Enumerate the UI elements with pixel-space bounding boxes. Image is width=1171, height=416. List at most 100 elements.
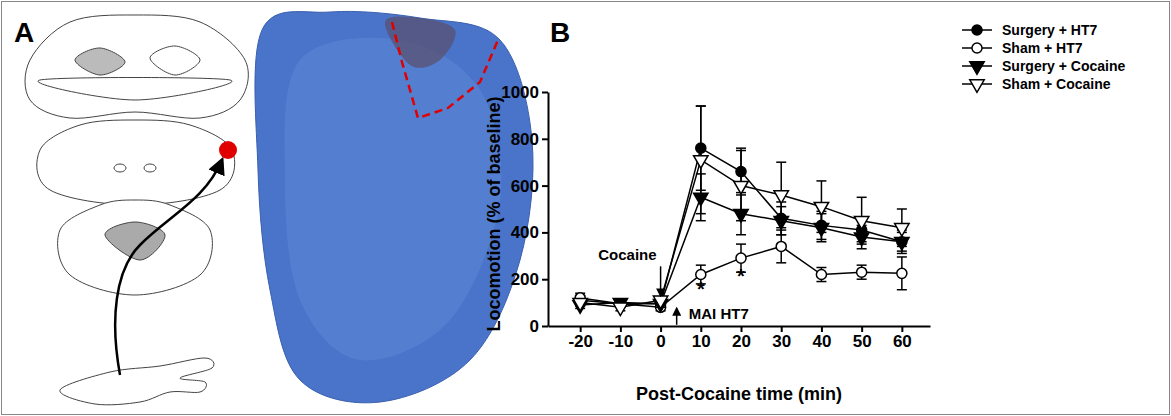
legend-label: Surgery + HT7	[1002, 22, 1098, 38]
marker	[897, 268, 907, 278]
error-bar	[857, 265, 867, 279]
tick-label: 0	[656, 332, 665, 351]
tick: -20	[568, 326, 593, 351]
legend-entry: Surgery + HT7	[962, 22, 1098, 38]
legend-symbol	[970, 80, 984, 92]
error-bar	[897, 257, 907, 290]
marker	[776, 241, 786, 251]
error-bar-cap	[897, 208, 907, 210]
brain-section	[37, 120, 235, 205]
error-bar-cap	[736, 220, 746, 222]
error-bar-cap	[696, 105, 706, 107]
error-bar-cap	[816, 267, 826, 269]
error-bar-cap	[897, 253, 907, 255]
brain-region	[114, 164, 126, 172]
marker	[734, 181, 748, 193]
brain-section	[58, 200, 213, 295]
figure-frame	[2, 2, 1170, 415]
data-point	[814, 202, 828, 214]
error-bar-cap	[776, 234, 786, 236]
tick-label: 20	[732, 332, 751, 351]
legend-entry: Sham + HT7	[962, 40, 1083, 56]
annotation: *	[697, 278, 705, 300]
pathway-arrow	[115, 160, 222, 375]
data-point	[895, 224, 909, 236]
panel-label: B	[550, 17, 570, 48]
error-bar-cap	[897, 246, 907, 248]
data-point	[694, 156, 708, 168]
plot-area	[573, 106, 909, 316]
brain-section	[25, 15, 248, 118]
data-point	[774, 191, 788, 203]
legend-label: Sham + Cocaine	[1002, 76, 1111, 92]
tick-label: 10	[692, 332, 711, 351]
tick: 10	[692, 326, 711, 351]
legend-marker	[970, 62, 984, 74]
tick: 0	[530, 317, 548, 336]
legend: Surgery + HT7 Sham + HT7 Surgery + Cocaine…	[962, 22, 1126, 92]
error-bar-cap	[736, 147, 746, 149]
panel-a: A	[14, 11, 533, 404]
tick: 40	[812, 326, 831, 351]
tick: 20	[732, 326, 751, 351]
tick: 30	[772, 326, 791, 351]
legend-entry: Surgery + Cocaine	[962, 58, 1126, 74]
paw	[60, 358, 214, 405]
target-site	[219, 141, 237, 159]
lesion-site	[385, 17, 456, 68]
legend-symbol	[972, 43, 982, 53]
tick-label: 400	[511, 223, 539, 242]
error-bar-cap	[696, 220, 706, 222]
series-line	[580, 160, 902, 307]
tick-label: -20	[568, 332, 593, 351]
tick-mark	[542, 326, 548, 328]
error-bar-cap	[696, 213, 706, 215]
marker	[694, 156, 708, 168]
tick: 0	[656, 326, 665, 351]
error-bar-cap	[857, 197, 867, 199]
axis-line	[548, 93, 550, 327]
error-bar-cap	[857, 264, 867, 266]
x-axis: -20-100102030405060	[549, 326, 931, 351]
tick-label: 0	[530, 317, 539, 336]
brain-line	[38, 78, 232, 100]
data-point	[736, 253, 746, 263]
error-bar-cap	[857, 278, 867, 280]
error-bar-cap	[696, 264, 706, 266]
tick: 1000	[501, 83, 548, 102]
data-point	[776, 241, 786, 251]
tick-mark	[542, 279, 548, 281]
figure-svg: AB-20-10010203040506002004006008001000Po…	[0, 0, 1171, 416]
axis-line	[549, 326, 931, 328]
marker	[857, 267, 867, 277]
annotation-arrow	[660, 266, 662, 295]
tick-label: 800	[511, 130, 539, 149]
annotation: Cocaine	[598, 246, 656, 263]
error-bar-cap	[696, 105, 706, 107]
tick-label: 60	[893, 332, 912, 351]
legend-label: Surgery + Cocaine	[1002, 58, 1126, 74]
marker	[854, 217, 868, 229]
tick-label: 40	[812, 332, 831, 351]
annotation: *	[737, 265, 745, 287]
data-point	[573, 298, 587, 310]
legend-marker	[972, 43, 982, 53]
error-bar-cap	[776, 262, 786, 264]
error-bar	[816, 268, 826, 282]
tick-mark	[542, 232, 548, 234]
marker	[736, 253, 746, 263]
brain-region	[144, 164, 156, 172]
series	[573, 106, 909, 316]
tick-label: 600	[511, 177, 539, 196]
series	[573, 174, 909, 313]
histology-texture	[285, 38, 502, 361]
legend-marker	[972, 25, 982, 35]
error-bar-cap	[897, 289, 907, 291]
marker	[613, 303, 627, 315]
tick: 200	[511, 270, 548, 289]
tick: 400	[511, 223, 548, 242]
x-axis-title: Post-Cocaine time (min)	[636, 384, 842, 404]
lesion-outline	[392, 22, 498, 118]
marker	[774, 191, 788, 203]
error-bar-cap	[816, 281, 826, 283]
